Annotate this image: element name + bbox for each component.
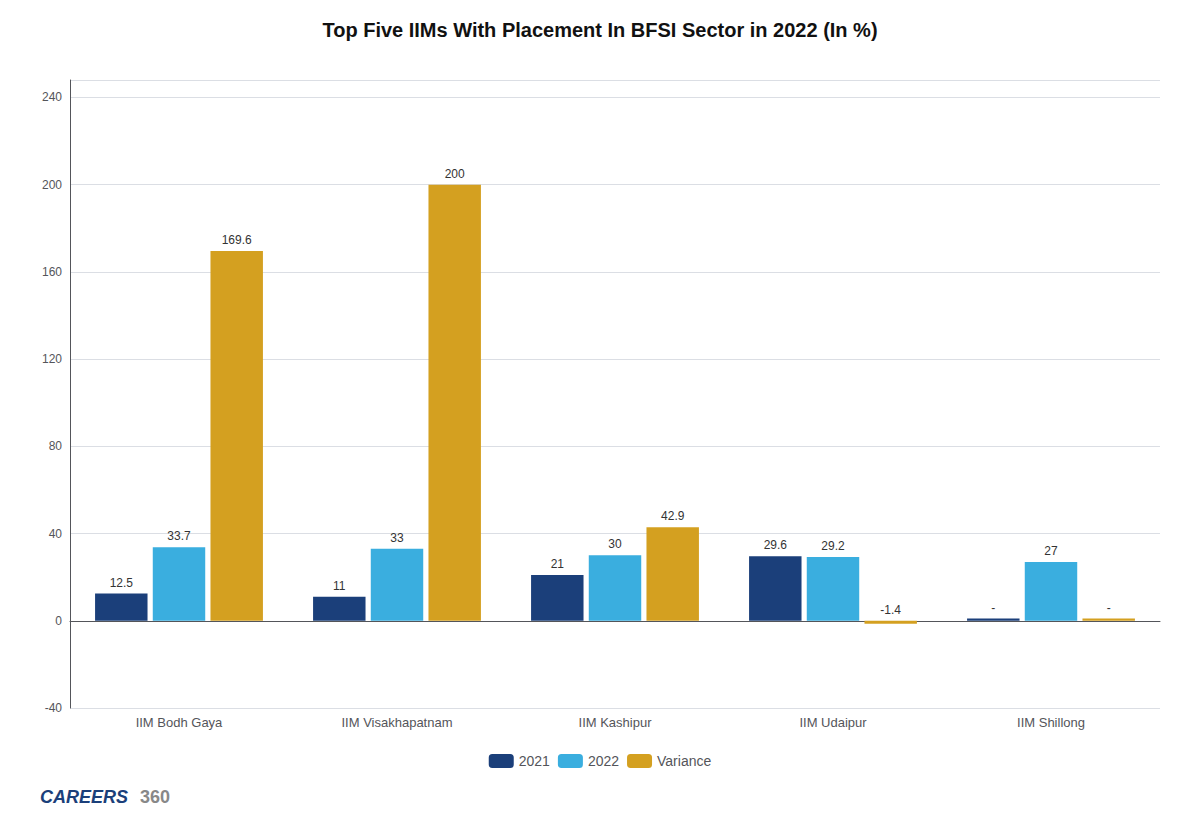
svg-text:27: 27 xyxy=(1044,544,1058,558)
svg-text:0: 0 xyxy=(55,614,62,628)
svg-text:-40: -40 xyxy=(45,701,63,715)
svg-text:360: 360 xyxy=(140,787,170,807)
svg-text:IIM Bodh Gaya: IIM Bodh Gaya xyxy=(136,715,223,730)
svg-text:Top Five IIMs With Placement I: Top Five IIMs With Placement In BFSI Sec… xyxy=(322,19,877,41)
svg-text:30: 30 xyxy=(608,537,622,551)
svg-text:42.9: 42.9 xyxy=(661,509,685,523)
svg-text:2022: 2022 xyxy=(588,753,619,769)
svg-text:IIM Visakhapatnam: IIM Visakhapatnam xyxy=(341,715,452,730)
svg-text:200: 200 xyxy=(445,167,465,181)
svg-text:33.7: 33.7 xyxy=(167,529,191,543)
svg-text:160: 160 xyxy=(42,265,62,279)
svg-text:IIM Shillong: IIM Shillong xyxy=(1017,715,1085,730)
svg-text:29.2: 29.2 xyxy=(821,539,845,553)
svg-text:33: 33 xyxy=(390,531,404,545)
svg-text:-: - xyxy=(1107,601,1111,615)
svg-text:40: 40 xyxy=(49,527,63,541)
svg-text:80: 80 xyxy=(49,439,63,453)
svg-text:11: 11 xyxy=(333,579,346,593)
svg-text:Variance: Variance xyxy=(657,753,711,769)
svg-text:29.6: 29.6 xyxy=(764,538,788,552)
svg-text:200: 200 xyxy=(42,178,62,192)
svg-text:12.5: 12.5 xyxy=(110,576,134,590)
svg-text:2021: 2021 xyxy=(519,753,550,769)
svg-text:120: 120 xyxy=(42,352,62,366)
svg-text:IIM Udaipur: IIM Udaipur xyxy=(799,715,867,730)
svg-text:IIM Kashipur: IIM Kashipur xyxy=(579,715,653,730)
svg-text:CAREERS: CAREERS xyxy=(40,787,128,807)
svg-text:240: 240 xyxy=(42,90,62,104)
svg-text:21: 21 xyxy=(551,557,565,571)
svg-text:169.6: 169.6 xyxy=(222,233,252,247)
svg-text:-: - xyxy=(991,601,995,615)
svg-text:-1.4: -1.4 xyxy=(880,603,901,617)
